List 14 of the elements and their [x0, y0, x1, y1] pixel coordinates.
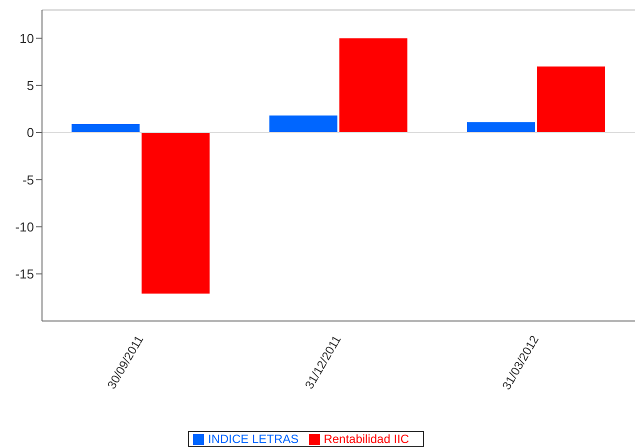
legend-label: Rentabilidad IIC: [324, 432, 410, 446]
legend-label: INDICE LETRAS: [208, 432, 299, 446]
y-tick-label: 5: [26, 78, 34, 94]
bar: [339, 38, 408, 133]
bar: [466, 122, 535, 133]
y-tick-label: 0: [26, 125, 34, 140]
y-tick-label: 10: [20, 30, 34, 46]
bar: [72, 124, 140, 133]
bar: [142, 132, 210, 294]
y-tick-label: -5: [22, 172, 34, 188]
bar: [536, 66, 605, 133]
bar: [269, 116, 338, 133]
y-tick-label: -15: [15, 266, 34, 282]
y-tick-label: -10: [15, 219, 34, 234]
